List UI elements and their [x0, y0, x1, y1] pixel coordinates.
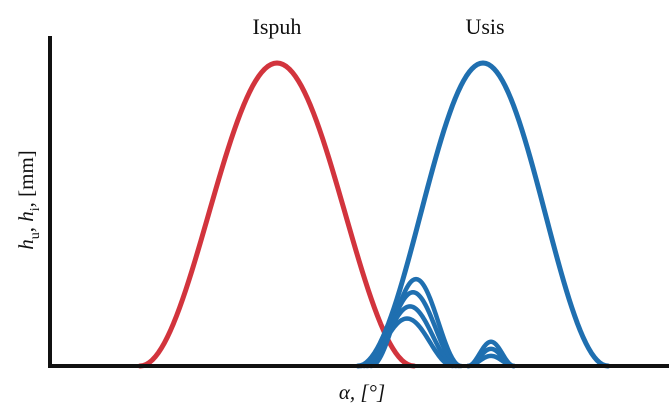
lift-curve-ispuh [137, 60, 417, 369]
lift-curve-usis [355, 60, 611, 369]
y-axis-label: hu, hi, [mm] [14, 150, 43, 250]
series-label-usis: Usis [465, 14, 504, 39]
curves-layer [137, 60, 611, 369]
series-label-ispuh: Ispuh [253, 14, 302, 39]
secondary-lift-curve-4 [358, 316, 456, 369]
secondary-lift-curve-7 [465, 353, 517, 369]
svg-text:hu, hi, [mm]: hu, hi, [mm] [14, 150, 43, 250]
x-axis-label: α, [°] [339, 380, 385, 404]
